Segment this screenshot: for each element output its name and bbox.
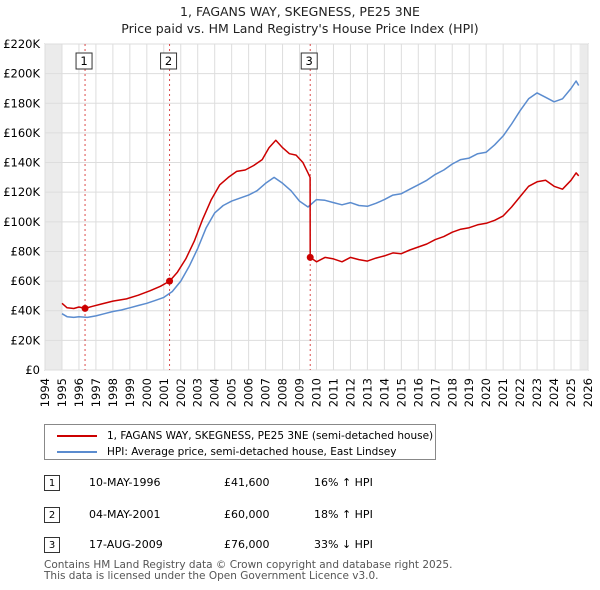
x-tick-label: 2007 — [259, 378, 273, 407]
x-tick-label: 2001 — [157, 378, 171, 407]
legend-label-property: 1, FAGANS WAY, SKEGNESS, PE25 3NE (semi-… — [107, 430, 434, 442]
x-tick-label: 2008 — [276, 378, 290, 407]
x-tick-label: 2011 — [326, 378, 340, 407]
sale-row-1: 1 10-MAY-1996 £41,600 16% ↑ HPI — [44, 475, 444, 495]
x-tick-label: 2015 — [394, 378, 408, 407]
x-tick-label: 2023 — [530, 378, 544, 407]
x-tick-label: 2005 — [225, 378, 239, 407]
y-tick-label: £100K — [3, 215, 40, 229]
sale-hpi-diff: 18% ↑ HPI — [314, 508, 373, 521]
x-tick-label: 2010 — [310, 378, 324, 407]
sale-number-badge: 1 — [44, 475, 60, 491]
sale-date: 17-AUG-2009 — [89, 538, 163, 551]
property-price-line — [61, 139, 580, 310]
sale-marker-label: 2 — [165, 54, 172, 68]
sale-row-2: 2 04-MAY-2001 £60,000 18% ↑ HPI — [44, 507, 444, 527]
x-tick-label: 2020 — [479, 378, 493, 407]
y-tick-label: £180K — [3, 96, 40, 110]
y-tick-label: £20K — [11, 333, 41, 347]
y-tick-label: £40K — [11, 304, 41, 318]
x-tick-label: 1997 — [89, 378, 103, 407]
x-tick-label: 2012 — [343, 378, 357, 407]
y-tick-label: £140K — [3, 156, 40, 170]
x-tick-label: 2004 — [208, 378, 222, 407]
sale-hpi-diff: 16% ↑ HPI — [314, 476, 373, 489]
x-tick-label: 2025 — [564, 378, 578, 407]
footer-licence: This data is licensed under the Open Gov… — [44, 570, 379, 582]
sale-date: 04-MAY-2001 — [89, 508, 161, 521]
sale-point — [306, 253, 314, 261]
x-tick-label: 1994 — [38, 378, 52, 407]
x-tick-label: 1995 — [55, 378, 69, 407]
sale-point — [166, 277, 174, 285]
x-tick-label: 1996 — [72, 378, 86, 407]
no-data-band-start — [45, 44, 62, 370]
legend-item-property: 1, FAGANS WAY, SKEGNESS, PE25 3NE (semi-… — [57, 428, 433, 444]
x-tick-label: 2018 — [445, 378, 459, 407]
footer-attribution: Contains HM Land Registry data © Crown c… — [44, 560, 452, 582]
footer-copyright: Contains HM Land Registry data © Crown c… — [44, 559, 453, 571]
legend-swatch-hpi — [57, 451, 97, 453]
x-tick-label: 2009 — [293, 378, 307, 407]
price-chart: 1, FAGANS WAY, SKEGNESS, PE25 3NE Price … — [3, 4, 595, 407]
legend-item-hpi: HPI: Average price, semi-detached house,… — [57, 444, 396, 460]
x-tick-label: 2000 — [140, 378, 154, 407]
y-tick-label: £220K — [3, 37, 40, 51]
chart-title: 1, FAGANS WAY, SKEGNESS, PE25 3NE — [180, 4, 420, 19]
x-tick-label: 2016 — [411, 378, 425, 407]
x-tick-label: 2019 — [462, 378, 476, 407]
x-tick-label: 2017 — [428, 378, 442, 407]
x-tick-label: 2021 — [496, 378, 510, 407]
sale-price: £60,000 — [224, 508, 270, 521]
legend-swatch-property — [57, 435, 97, 437]
x-tick-label: 1999 — [123, 378, 137, 407]
y-tick-label: £200K — [3, 67, 40, 81]
y-tick-label: £80K — [11, 244, 41, 258]
y-tick-label: £0 — [25, 363, 40, 377]
sale-marker-label: 1 — [80, 54, 87, 68]
chart-legend: 1, FAGANS WAY, SKEGNESS, PE25 3NE (semi-… — [44, 424, 436, 460]
sale-hpi-diff: 33% ↓ HPI — [314, 538, 373, 551]
y-tick-label: £60K — [11, 274, 41, 288]
sale-marker-box — [75, 52, 93, 70]
sale-marker-box — [300, 52, 318, 70]
sale-price: £76,000 — [224, 538, 270, 551]
x-tick-label: 2026 — [581, 378, 595, 407]
x-tick-label: 2013 — [360, 378, 374, 407]
x-tick-label: 2006 — [242, 378, 256, 407]
x-tick-label: 2024 — [547, 378, 561, 407]
x-tick-label: 2003 — [191, 378, 205, 407]
sale-marker-box — [160, 52, 178, 70]
no-data-band-end — [579, 44, 588, 370]
y-tick-label: £120K — [3, 185, 40, 199]
x-tick-label: 2022 — [513, 378, 527, 407]
sale-number-badge: 3 — [44, 537, 60, 553]
sale-date: 10-MAY-1996 — [89, 476, 161, 489]
y-tick-label: £160K — [3, 126, 40, 140]
x-tick-label: 2014 — [377, 378, 391, 407]
hpi-line — [61, 80, 580, 319]
chart-subtitle: Price paid vs. HM Land Registry's House … — [121, 21, 478, 36]
legend-label-hpi: HPI: Average price, semi-detached house,… — [107, 446, 397, 458]
sale-point — [81, 304, 89, 312]
sale-number-badge: 2 — [44, 507, 60, 523]
sale-marker-label: 3 — [306, 54, 313, 68]
sale-price: £41,600 — [224, 476, 270, 489]
sale-row-3: 3 17-AUG-2009 £76,000 33% ↓ HPI — [44, 537, 444, 557]
x-tick-label: 2002 — [174, 378, 188, 407]
x-tick-label: 1998 — [106, 378, 120, 407]
